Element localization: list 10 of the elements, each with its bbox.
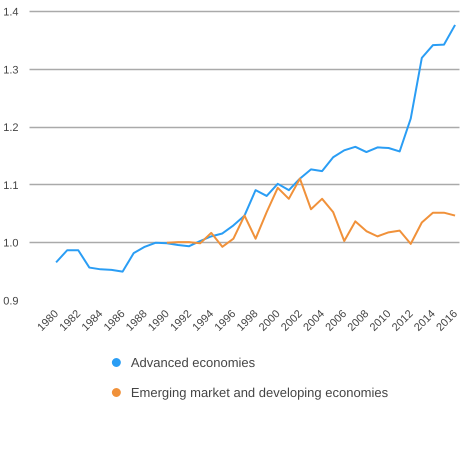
y-tick-label: 1.1 xyxy=(3,180,19,192)
line-series xyxy=(55,24,456,273)
y-tick-label: 1.2 xyxy=(3,122,19,134)
legend-label: Emerging market and developing economies xyxy=(130,384,388,400)
line-series xyxy=(166,178,456,248)
y-tick-label: 1.4 xyxy=(3,6,19,19)
y-tick-label: 1.3 xyxy=(3,64,19,76)
y-tick-label: 1.0 xyxy=(3,238,19,250)
y-tick-label: 0.9 xyxy=(3,296,19,308)
legend-label: Advanced economies xyxy=(130,354,256,370)
